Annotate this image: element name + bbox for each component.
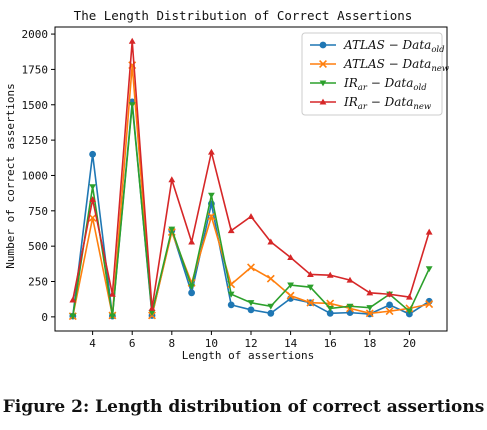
- x-tick-label: 14: [284, 337, 298, 350]
- x-tick-label: 10: [205, 337, 218, 350]
- data-point: [128, 37, 136, 44]
- legend-box: [301, 32, 443, 116]
- data-point: [109, 290, 116, 297]
- data-point: [207, 212, 216, 221]
- data-point: [306, 271, 314, 277]
- data-point: [168, 176, 176, 183]
- data-point: [227, 291, 235, 298]
- data-point: [365, 309, 374, 318]
- chart-canvas: The Length Distribution of Correct Asser…: [4, 8, 450, 362]
- series-1: [69, 98, 433, 320]
- data-point: [366, 305, 374, 312]
- series-4: [69, 37, 433, 311]
- data-point: [319, 60, 327, 68]
- data-point: [286, 291, 295, 300]
- data-point: [405, 308, 413, 315]
- y-tick-label: 500: [28, 240, 48, 253]
- data-point: [69, 296, 77, 303]
- x-tick-label: 8: [168, 337, 175, 350]
- data-point: [69, 313, 77, 320]
- data-point: [405, 293, 413, 300]
- data-point: [386, 301, 393, 309]
- data-point: [425, 228, 433, 235]
- data-point: [89, 184, 97, 191]
- data-point: [227, 227, 235, 234]
- data-point: [319, 41, 327, 49]
- y-tick-label: 0: [41, 311, 48, 324]
- data-point: [89, 196, 97, 203]
- x-axis-label: Length of assertions: [182, 349, 314, 362]
- x-tick-label: 16: [324, 337, 337, 350]
- data-point: [247, 263, 255, 272]
- data-point: [287, 282, 294, 289]
- data-point: [425, 300, 434, 309]
- data-point: [287, 254, 294, 261]
- data-point: [346, 303, 354, 310]
- chart-title: The Length Distribution of Correct Asser…: [74, 8, 413, 23]
- x-tick-label: 4: [89, 337, 96, 350]
- data-point: [148, 304, 156, 311]
- data-point: [188, 238, 196, 245]
- data-point: [188, 289, 196, 297]
- data-point: [326, 305, 334, 312]
- data-point: [326, 309, 334, 317]
- y-tick-label: 1250: [22, 134, 49, 147]
- legend-entry: IRar − Datanew: [343, 95, 432, 112]
- data-point: [247, 213, 255, 220]
- data-point: [247, 306, 255, 314]
- data-point: [267, 309, 275, 317]
- series-3: [69, 102, 433, 320]
- legend-entry: ATLAS − Datanew: [343, 57, 450, 74]
- data-point: [247, 300, 255, 307]
- data-point: [319, 98, 327, 105]
- x-tick-label: 12: [244, 337, 257, 350]
- plot-area: 4 6 8 10 12 14 16 18 20 0 250 500 750 1000 1250 1500 175…: [22, 26, 450, 350]
- x-tick-label: 6: [129, 337, 136, 350]
- y-axis-label: Number of correct assertions: [4, 83, 17, 268]
- data-point: [208, 192, 215, 199]
- data-point: [109, 313, 116, 320]
- data-point: [319, 80, 327, 87]
- data-point: [188, 283, 196, 290]
- data-point: [227, 301, 235, 309]
- data-point: [88, 213, 97, 222]
- data-point: [425, 266, 433, 273]
- legend-entry: ATLAS − Dataold: [343, 38, 445, 55]
- legend: ATLAS − Dataold ATLAS − Datanew IRar − Dat…: [301, 32, 450, 116]
- data-point: [267, 303, 275, 310]
- data-point: [208, 148, 215, 155]
- y-tick-label: 1000: [22, 169, 49, 182]
- data-point: [267, 238, 275, 245]
- data-point: [385, 307, 394, 316]
- y-tick-label: 1750: [22, 63, 49, 76]
- figure-caption: Figure 2: Length distribution of correct…: [2, 397, 485, 417]
- x-tick-label: 18: [363, 337, 376, 350]
- data-point: [168, 226, 176, 233]
- data-point: [128, 102, 136, 109]
- y-tick-label: 750: [28, 205, 48, 218]
- data-point: [346, 276, 354, 283]
- data-point: [266, 274, 275, 283]
- data-point: [386, 290, 393, 297]
- y-tick-label: 2000: [22, 28, 49, 41]
- data-point: [326, 271, 334, 278]
- x-tick-label: 20: [403, 337, 416, 350]
- data-point: [148, 310, 156, 317]
- y-tick-label: 250: [28, 276, 48, 289]
- y-tick-label: 1500: [22, 99, 49, 112]
- data-point: [89, 150, 97, 158]
- data-point: [306, 284, 314, 291]
- data-point: [306, 298, 315, 307]
- data-point: [366, 289, 374, 296]
- legend-entry: IRar − Dataold: [343, 76, 427, 93]
